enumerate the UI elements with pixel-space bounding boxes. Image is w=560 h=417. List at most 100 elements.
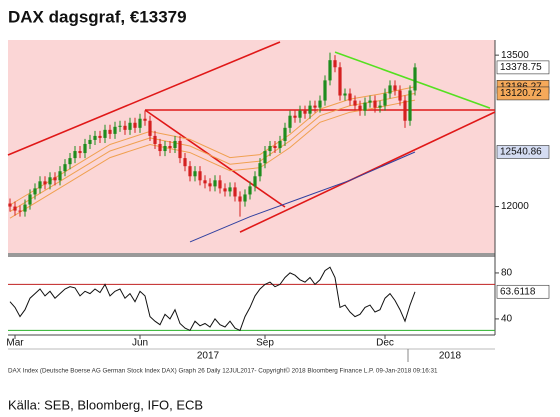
candle-body [88, 139, 92, 144]
candle-body [233, 187, 237, 197]
candle-body [168, 145, 172, 149]
candle-body [343, 93, 347, 96]
candle-body [288, 115, 292, 128]
candle-body [333, 60, 337, 68]
candle-body [213, 180, 217, 187]
candle-body [173, 140, 177, 149]
ma-value-label: 12540.86 [500, 147, 542, 158]
rsi-line [9, 266, 416, 332]
candle-body [8, 203, 12, 207]
candle-body [323, 80, 327, 101]
candle-body [313, 105, 317, 108]
candle-body [393, 85, 397, 91]
candle-body [28, 194, 32, 205]
x-tick-label: Mar [6, 338, 24, 349]
candle-body [73, 151, 77, 159]
candle-body [248, 186, 252, 195]
candle-body [373, 100, 377, 108]
candle-body [338, 67, 342, 96]
candle-body [298, 110, 302, 118]
candle-body [13, 206, 17, 211]
candle-body [408, 90, 412, 121]
candle-body [293, 115, 297, 118]
candle-body [253, 176, 257, 187]
candle-body [228, 187, 232, 192]
ma-value-label-box [496, 86, 550, 101]
candle-body [283, 127, 287, 141]
candle-body [328, 60, 332, 81]
candle-body [303, 110, 307, 114]
candle-body [103, 129, 107, 138]
candle-body [188, 166, 192, 177]
candle-body [353, 100, 357, 106]
candle-body [348, 93, 352, 101]
candle-body [378, 105, 382, 108]
candle-body [193, 171, 197, 177]
chart-title: DAX dagsgraf, €13379 [8, 7, 187, 26]
y-tick-label: 80 [501, 268, 513, 279]
candle-body [48, 177, 52, 185]
moving-average [9, 99, 416, 219]
candle-body [383, 93, 387, 106]
trend-line [239, 111, 496, 233]
candle-body [143, 118, 147, 121]
candle-body [368, 100, 372, 103]
candle-body [218, 180, 222, 189]
candle-body [118, 125, 122, 127]
y-tick-label: 12000 [501, 201, 529, 212]
candle-body [243, 194, 247, 202]
candle-body [43, 181, 47, 185]
candle-body [128, 122, 132, 130]
candle-body [148, 120, 152, 136]
source: Källa: SEB, Bloomberg, IFO, ECB [8, 397, 203, 412]
footnote: DAX Index (Deutsche Boerse AG German Sto… [8, 367, 438, 375]
panel-separator [8, 253, 495, 257]
ma-value-label-box [496, 145, 550, 159]
candle-body [318, 100, 322, 108]
trend-line [7, 41, 281, 156]
candle-body [83, 143, 87, 154]
candle-body [183, 158, 187, 167]
y-tick-label: 13500 [501, 50, 529, 61]
candle-body [138, 118, 142, 128]
candle-body [158, 143, 162, 152]
candle-body [358, 105, 362, 111]
trend-line [334, 51, 491, 109]
ma-value-label: 13120.72 [500, 88, 542, 99]
last-price-label-box [496, 60, 550, 75]
candle-body [263, 151, 267, 164]
y-tick-label: 40 [501, 314, 513, 325]
candle-body [123, 125, 127, 130]
candle-body [153, 135, 157, 144]
candle-body [398, 90, 402, 101]
x-tick-label: Dec [376, 338, 394, 349]
candle-body [403, 100, 407, 121]
candle-body [308, 105, 312, 114]
candle-body [98, 135, 102, 138]
rsi-value-label-box [496, 284, 550, 299]
candle-body [58, 171, 62, 181]
candle-body [108, 129, 112, 134]
candle-body [53, 177, 57, 181]
last-price-label: 13378.75 [500, 62, 542, 73]
candle-body [388, 85, 392, 94]
candle-body [198, 171, 202, 181]
candle-body [38, 181, 42, 189]
x-tick-label: Sep [256, 338, 274, 349]
candle-body [223, 188, 227, 192]
candle-body [273, 145, 277, 149]
year-label: 2018 [439, 351, 462, 362]
year-label: 2017 [197, 351, 220, 362]
moving-average [189, 151, 416, 243]
candle-body [163, 145, 167, 152]
candle-body [23, 204, 27, 212]
candle-body [78, 151, 82, 154]
candle-body [18, 210, 22, 212]
candle-body [203, 180, 207, 184]
candle-body [63, 164, 67, 172]
candle-body [278, 140, 282, 149]
candle-body [133, 122, 137, 128]
candle-body [363, 102, 367, 111]
trend-line [144, 109, 286, 208]
